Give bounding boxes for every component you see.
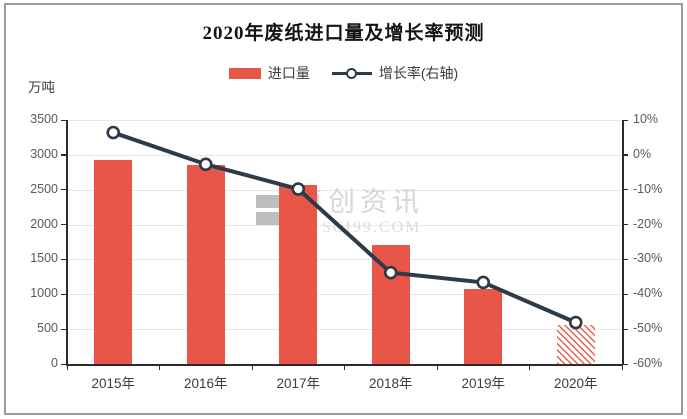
right-axis-tick (622, 119, 628, 121)
gridline (67, 329, 622, 331)
right-axis-tick (622, 154, 628, 156)
left-axis-line (66, 120, 68, 365)
right-axis-tick-label: -10% (633, 181, 663, 196)
growth-line (112, 130, 577, 325)
bar-2016年 (186, 165, 225, 364)
left-axis-tick-label: 3500 (30, 112, 58, 126)
right-axis-tick-label: -60% (633, 356, 663, 370)
gridline (67, 294, 622, 296)
right-axis-tick (622, 328, 628, 330)
right-axis-tick (622, 258, 628, 261)
x-axis-label-2018年: 2018年 (368, 376, 413, 391)
growth-marker-2015年 (106, 125, 121, 140)
right-axis-tick (622, 224, 628, 226)
x-axis-label-2019年: 2019年 (461, 376, 506, 391)
bar-2018年 (371, 245, 410, 364)
left-axis-tick-label: 2500 (30, 181, 58, 196)
growth-marker-2020年 (568, 315, 583, 330)
x-axis-label-2016年: 2016年 (183, 376, 228, 391)
growth-line-chart (106, 125, 583, 330)
line-marker-swatch-icon (331, 67, 372, 80)
growth-marker-2018年 (383, 265, 398, 280)
gridline (67, 259, 622, 261)
left-axis-tick-label: 500 (37, 321, 58, 336)
right-axis-tick-label: -40% (633, 286, 663, 301)
growth-marker-2019年 (476, 275, 491, 290)
x-axis-tick (529, 364, 531, 370)
legend-item-imports: 进口量 (228, 63, 310, 83)
right-axis-tick (622, 293, 628, 295)
left-axis-tick (61, 189, 67, 191)
right-axis-tick-label: -50% (633, 321, 663, 336)
right-axis-tick (622, 189, 628, 191)
left-axis-tick (61, 119, 67, 121)
right-axis-tick-label: -20% (633, 216, 663, 231)
left-axis-tick-label: 1500 (30, 251, 58, 266)
left-axis-tick (61, 328, 67, 330)
right-axis-tick-label: 0% (633, 146, 652, 161)
left-axis-tick (61, 224, 67, 226)
left-axis-tick-label: 1000 (30, 286, 58, 301)
left-axis-unit-label: 万吨 (28, 80, 55, 95)
gridline (67, 120, 622, 121)
x-axis-tick (344, 364, 346, 370)
legend-label-growth: 增长率(右轴) (378, 65, 459, 81)
x-axis-tick (621, 364, 623, 370)
x-axis-tick (436, 364, 438, 370)
right-axis-line (622, 120, 624, 365)
left-axis-tick (61, 258, 67, 261)
gridline (67, 224, 622, 226)
x-axis-tick (66, 364, 68, 370)
right-axis-tick-label: -30% (633, 251, 663, 266)
legend-label-imports: 进口量 (267, 65, 310, 81)
left-axis-tick-label: 2000 (30, 216, 58, 231)
bar-2015年 (94, 159, 133, 364)
left-axis-tick-label: 0 (51, 356, 58, 370)
x-axis-tick (251, 364, 253, 370)
watermark-logo-icon (256, 195, 286, 225)
gridline (67, 189, 622, 191)
growth-marker-2016年 (198, 157, 213, 172)
legend-item-growth: 增长率(右轴) (331, 63, 459, 83)
growth-marker-2017年 (291, 182, 306, 196)
x-axis-tick (159, 364, 161, 370)
x-axis-label-2015年: 2015年 (91, 376, 136, 391)
left-axis-tick (61, 363, 67, 365)
left-axis-tick-label: 3000 (30, 146, 58, 161)
x-axis-label-2020年: 2020年 (553, 376, 598, 391)
bar-swatch-icon (228, 67, 261, 79)
legend: 进口量 增长率(右轴) (0, 63, 687, 83)
right-axis-tick (622, 363, 628, 365)
gridline (67, 154, 622, 156)
left-axis-tick (61, 293, 67, 295)
left-axis-tick (61, 154, 67, 156)
bar-2019年 (464, 288, 503, 364)
chart-title: 2020年废纸进口量及增长率预测 (202, 23, 485, 44)
x-axis-label-2017年: 2017年 (276, 376, 321, 391)
bar-2017年 (279, 184, 318, 364)
right-axis-tick-label: 10% (633, 112, 659, 126)
bar-2020年 (556, 324, 595, 364)
